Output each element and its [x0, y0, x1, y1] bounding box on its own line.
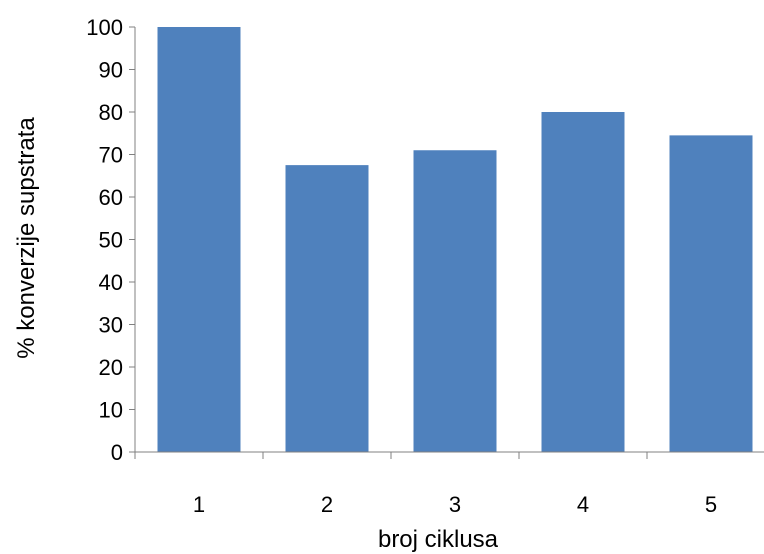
x-ticks: 1 2 3 4 5: [134, 452, 717, 517]
x-axis-title: broj ciklusa: [378, 526, 499, 553]
bar: [413, 150, 497, 452]
x-tick-label: 3: [449, 492, 461, 517]
x-tick-label: 5: [705, 492, 717, 517]
y-tick-label: 90: [99, 58, 123, 83]
bar: [669, 135, 753, 452]
x-tick-label: 2: [321, 492, 333, 517]
y-tick-label: 40: [99, 270, 123, 295]
y-tick-label: 100: [86, 15, 123, 40]
x-tick-label: 1: [193, 492, 205, 517]
y-tick-label: 20: [99, 355, 123, 380]
y-ticks: 0 10 20 30 40 50 60 70 80 90 100: [86, 15, 135, 465]
y-tick-label: 0: [111, 440, 123, 465]
y-tick-label: 80: [99, 100, 123, 125]
y-tick-label: 50: [99, 228, 123, 253]
y-axis-title: % konverzije supstrata: [13, 117, 40, 359]
y-tick-label: 30: [99, 313, 123, 338]
bars: [157, 27, 753, 452]
y-tick-label: 10: [99, 398, 123, 423]
bar: [541, 112, 625, 452]
y-tick-label: 60: [99, 185, 123, 210]
bar: [285, 165, 369, 452]
x-tick-label: 4: [577, 492, 589, 517]
bar: [157, 27, 241, 452]
y-tick-label: 70: [99, 143, 123, 168]
